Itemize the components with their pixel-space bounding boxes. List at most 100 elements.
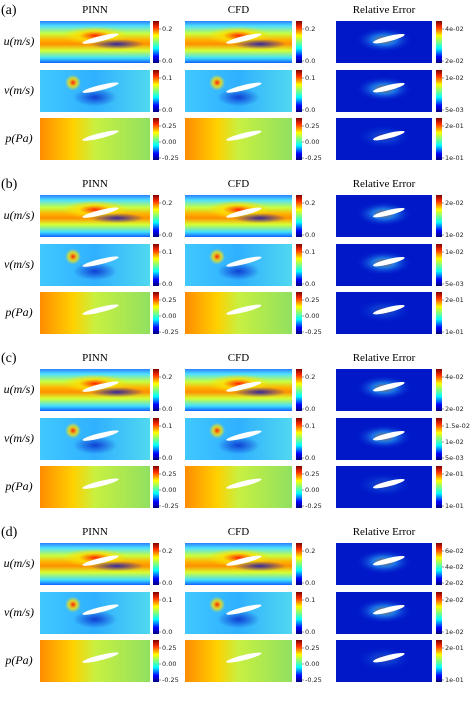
field-plot bbox=[336, 543, 432, 585]
colorbar-tick-label: 1.5e-02 bbox=[445, 422, 470, 430]
field-plot bbox=[40, 21, 150, 63]
field-plot bbox=[336, 118, 432, 160]
colorbar-tick-label: 2e-01 bbox=[445, 122, 464, 130]
up-wash bbox=[65, 248, 81, 265]
colorbar-tick-label: 0.0 bbox=[305, 57, 315, 65]
up-wash bbox=[65, 74, 81, 91]
row-label: v(m/s) bbox=[4, 257, 34, 271]
colorbar bbox=[436, 640, 442, 682]
field-plot bbox=[40, 640, 150, 682]
airfoil bbox=[226, 478, 262, 489]
field-plot bbox=[40, 592, 150, 634]
field-plot bbox=[336, 466, 432, 508]
colorbar-tick-label: 0.0 bbox=[305, 405, 315, 413]
wake bbox=[233, 387, 287, 398]
colorbar-tick-label: 2e-02 bbox=[445, 199, 464, 207]
colorbar-tick-label: 2e-02 bbox=[445, 405, 464, 413]
field-plot bbox=[40, 118, 150, 160]
colorbar-tick-label: 5e-03 bbox=[445, 106, 464, 114]
colorbar-tick-label: -0.25 bbox=[305, 502, 322, 510]
colorbar bbox=[153, 466, 159, 508]
colorbar-tick-label: 2e-01 bbox=[445, 470, 464, 478]
colorbar-tick-label: 0.0 bbox=[162, 454, 172, 462]
colorbar-tick-label: 0.0 bbox=[305, 454, 315, 462]
panel-label: (d) bbox=[1, 525, 18, 540]
row-label: p(Pa) bbox=[4, 653, 32, 667]
field-plot bbox=[185, 292, 292, 334]
field-plot bbox=[185, 640, 292, 682]
field-plot bbox=[40, 292, 150, 334]
colorbar bbox=[436, 543, 442, 585]
airfoil bbox=[226, 604, 262, 615]
row-label: u(m/s) bbox=[4, 34, 35, 48]
colorbar-tick-label: 2e-01 bbox=[445, 644, 464, 652]
colorbar bbox=[153, 418, 159, 460]
field-plot bbox=[336, 21, 432, 63]
colorbar-tick-label: 1e-02 bbox=[445, 248, 464, 256]
colorbar bbox=[436, 21, 442, 63]
field-plot bbox=[40, 244, 150, 286]
column-title: CFD bbox=[228, 526, 249, 538]
airfoil bbox=[82, 82, 119, 93]
row-label: v(m/s) bbox=[4, 431, 34, 445]
down-wash bbox=[73, 610, 117, 629]
column-title: Relative Error bbox=[353, 352, 416, 364]
colorbar bbox=[153, 195, 159, 237]
airfoil bbox=[226, 652, 262, 663]
colorbar-tick-label: 0.25 bbox=[162, 296, 176, 304]
wake bbox=[89, 213, 145, 224]
colorbar bbox=[153, 292, 159, 334]
colorbar-tick-label: 0.1 bbox=[162, 422, 172, 430]
field-plot bbox=[336, 592, 432, 634]
panel-label: (c) bbox=[1, 351, 17, 366]
column-title: PINN bbox=[82, 4, 108, 16]
wake bbox=[233, 561, 287, 572]
airfoil bbox=[372, 381, 405, 392]
colorbar bbox=[153, 21, 159, 63]
field-plot bbox=[185, 244, 292, 286]
colorbar-tick-label: 0.25 bbox=[305, 296, 319, 304]
field-plot bbox=[185, 466, 292, 508]
column-title: CFD bbox=[228, 178, 249, 190]
colorbar-tick-label: 0.2 bbox=[162, 373, 172, 381]
airfoil bbox=[372, 82, 405, 93]
column-title: CFD bbox=[228, 4, 249, 16]
row-label: u(m/s) bbox=[4, 556, 35, 570]
colorbar bbox=[296, 640, 302, 682]
colorbar-tick-label: 0.2 bbox=[305, 373, 315, 381]
colorbar-tick-label: 0.0 bbox=[162, 106, 172, 114]
wake bbox=[89, 39, 145, 50]
colorbar-tick-label: 0.2 bbox=[305, 547, 315, 555]
colorbar-tick-label: 0.2 bbox=[162, 547, 172, 555]
airfoil bbox=[82, 604, 119, 615]
up-wash bbox=[209, 596, 226, 613]
airfoil bbox=[82, 555, 119, 566]
column-title: Relative Error bbox=[353, 4, 416, 16]
colorbar-tick-label: 2e-02 bbox=[445, 57, 464, 65]
colorbar-tick-label: 1e-01 bbox=[445, 676, 464, 684]
wake bbox=[233, 39, 287, 50]
panel-label: (b) bbox=[1, 177, 18, 192]
colorbar bbox=[153, 118, 159, 160]
airfoil bbox=[82, 304, 119, 315]
row-label: p(Pa) bbox=[4, 131, 32, 145]
up-wash bbox=[65, 596, 81, 613]
colorbar-tick-label: -0.25 bbox=[305, 328, 322, 336]
colorbar-tick-label: -0.25 bbox=[162, 328, 179, 336]
colorbar-tick-label: 0.0 bbox=[162, 405, 172, 413]
airfoil bbox=[82, 256, 119, 267]
field-plot bbox=[185, 592, 292, 634]
colorbar-tick-label: 0.25 bbox=[162, 644, 176, 652]
panel-label: (a) bbox=[1, 3, 17, 18]
colorbar-tick-label: 0.2 bbox=[162, 25, 172, 33]
colorbar-tick-label: 0.0 bbox=[305, 280, 315, 288]
airfoil bbox=[372, 304, 405, 315]
colorbar-tick-label: 0.1 bbox=[305, 74, 315, 82]
field-plot bbox=[336, 244, 432, 286]
column-title: PINN bbox=[82, 526, 108, 538]
colorbar-tick-label: 0.00 bbox=[305, 312, 319, 320]
colorbar-tick-label: 4e-02 bbox=[445, 373, 464, 381]
colorbar-tick-label: 0.2 bbox=[162, 199, 172, 207]
colorbar-tick-label: 0.00 bbox=[162, 312, 176, 320]
field-plot bbox=[185, 70, 292, 112]
